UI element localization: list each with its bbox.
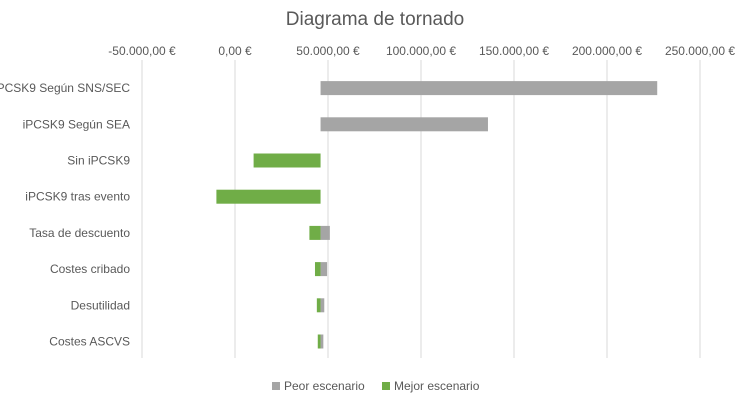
x-tick-label: 50.000,00 € — [296, 44, 360, 58]
category-label: Sin iPCSK9 — [67, 154, 130, 168]
category-labels: iPCSK9 Según SNS/SEC iPCSK9 Según SEA Sin … — [0, 81, 130, 348]
bar-peor-escenario — [320, 117, 488, 132]
category-label: Costes cribado — [50, 262, 130, 276]
bar-peor-escenario — [320, 262, 328, 277]
category-label: iPCSK9 Según SNS/SEC — [0, 81, 130, 95]
bar-mejor-escenario — [317, 334, 321, 349]
x-tick-label: 250.000,00 € — [665, 44, 735, 58]
bar-mejor-escenario — [253, 153, 321, 168]
x-tick-label: 0,00 € — [218, 44, 252, 58]
gridlines — [141, 60, 701, 358]
bar-peor-escenario — [320, 298, 325, 313]
legend-label: Peor escenario — [284, 379, 365, 393]
x-tick-label: 100.000,00 € — [386, 44, 456, 58]
x-tick-label: -50.000,00 € — [108, 44, 176, 58]
bar-peor-escenario — [320, 81, 658, 96]
bar-peor-escenario — [320, 225, 330, 240]
bar-mejor-escenario — [309, 225, 321, 240]
category-label: iPCSK9 tras evento — [25, 190, 130, 204]
legend-swatch — [272, 382, 280, 390]
bar-peor-escenario — [320, 334, 324, 349]
category-label: Desutilidad — [71, 298, 130, 312]
chart-title: Diagrama de tornado — [286, 9, 465, 30]
x-axis-tick-labels: -50.000,00 € 0,00 € 50.000,00 € 100.000,00 … — [108, 44, 735, 58]
x-tick-label: 150.000,00 € — [479, 44, 549, 58]
legend: Peor escenario Mejor escenario — [272, 379, 480, 393]
bar-mejor-escenario — [314, 262, 321, 277]
bar-mejor-escenario — [316, 298, 321, 313]
category-label: Tasa de descuento — [29, 226, 130, 240]
x-tick-label: 200.000,00 € — [572, 44, 642, 58]
legend-label: Mejor escenario — [394, 379, 480, 393]
legend-swatch — [382, 382, 390, 390]
bar-mejor-escenario — [216, 189, 321, 204]
category-label: iPCSK9 Según SEA — [23, 117, 130, 131]
category-label: Costes ASCVS — [49, 335, 130, 349]
bars — [216, 81, 658, 349]
